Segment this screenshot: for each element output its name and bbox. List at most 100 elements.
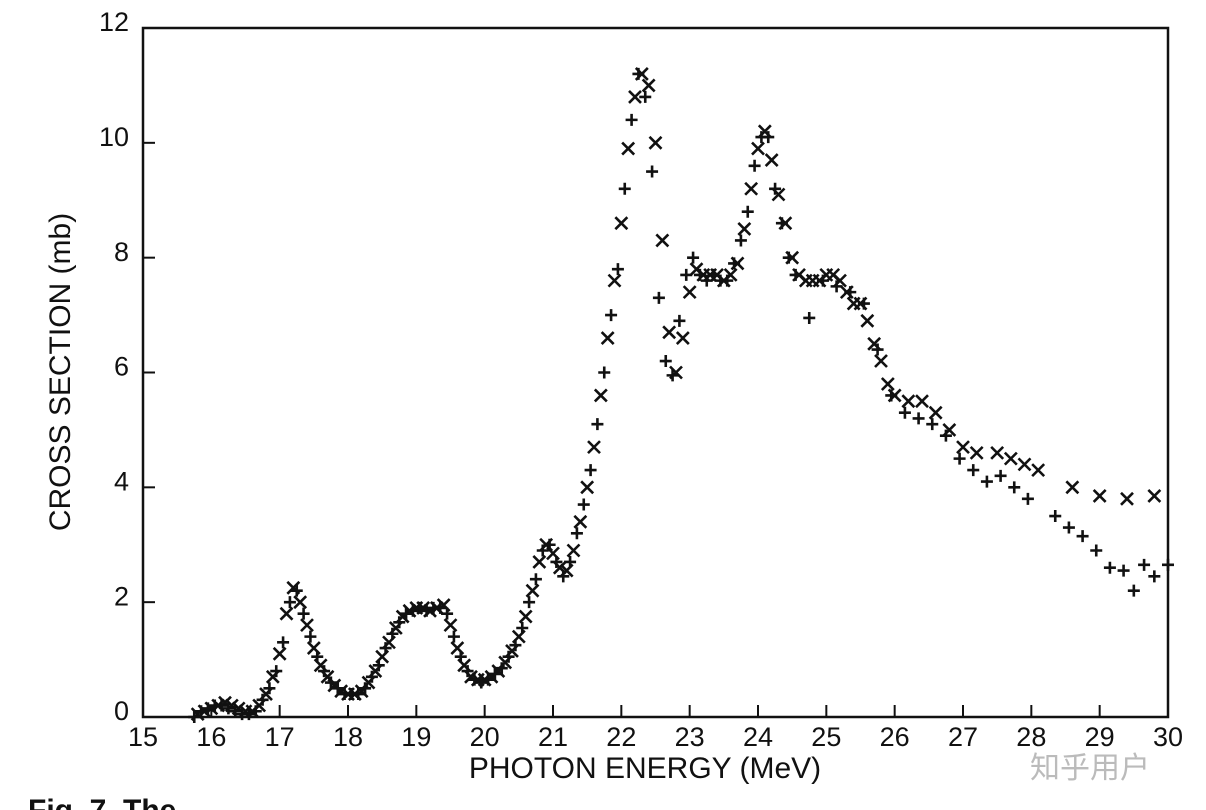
- data-point: [393, 616, 406, 629]
- x-tick-label: 24: [743, 722, 773, 752]
- data-point: [1103, 561, 1116, 574]
- data-point: [593, 388, 608, 403]
- data-point: [557, 570, 570, 583]
- data-point: [782, 251, 795, 264]
- data-point: [222, 702, 235, 715]
- data-point: [188, 711, 201, 723]
- data-point: [229, 705, 242, 718]
- data-point: [666, 369, 679, 382]
- data-point: [591, 418, 604, 431]
- x-axis-label: PHOTON ENERGY (MeV): [469, 752, 821, 785]
- data-point: [628, 89, 642, 104]
- data-point: [1148, 570, 1161, 583]
- data-point: [482, 673, 495, 686]
- data-point: [860, 313, 875, 328]
- data-point: [495, 662, 508, 675]
- data-point: [509, 639, 522, 652]
- data-point: [600, 331, 615, 345]
- x-tick-label: 25: [811, 722, 841, 752]
- data-point: [580, 480, 595, 495]
- data-point: [1090, 544, 1103, 557]
- data-point: [475, 676, 488, 689]
- data-point: [769, 182, 782, 195]
- data-point: [751, 141, 765, 156]
- data-point: [584, 464, 597, 477]
- data-point: [1117, 564, 1130, 577]
- data-point: [1031, 463, 1046, 478]
- data-point: [880, 377, 895, 391]
- data-point: [632, 67, 645, 80]
- data-point: [1065, 480, 1080, 495]
- data-point: [693, 268, 706, 281]
- data-point: [195, 705, 208, 718]
- data-point: [318, 665, 331, 678]
- y-axis-label: CROSS SECTION (mb): [44, 213, 77, 531]
- data-point: [263, 682, 276, 695]
- data-point: [379, 642, 392, 655]
- data-point: [598, 366, 611, 379]
- data-point: [359, 682, 372, 695]
- data-point: [1138, 558, 1151, 571]
- x-tick-label: 20: [470, 722, 500, 752]
- data-point: [272, 646, 287, 661]
- data-point: [775, 217, 788, 230]
- data-point: [454, 650, 467, 663]
- data-point: [441, 607, 454, 620]
- data-point: [1049, 510, 1062, 523]
- data-point: [648, 135, 663, 150]
- data-point: [611, 263, 624, 276]
- y-tick-label: 4: [114, 466, 129, 496]
- data-point: [570, 527, 583, 540]
- data-point: [587, 440, 601, 455]
- data-point: [1017, 457, 1032, 472]
- data-point: [270, 665, 283, 678]
- data-point: [550, 555, 563, 568]
- data-point: [816, 274, 829, 287]
- data-point: [242, 708, 255, 721]
- data-point: [741, 205, 754, 218]
- y-tick-label: 12: [99, 7, 129, 37]
- data-point: [1003, 451, 1018, 466]
- data-point: [641, 78, 656, 93]
- data-point: [566, 543, 581, 558]
- data-point: [990, 445, 1005, 460]
- data-point: [420, 604, 433, 617]
- data-point: [915, 394, 929, 409]
- data-point: [413, 601, 426, 614]
- data-point: [1062, 521, 1075, 534]
- data-point: [967, 464, 980, 477]
- data-point: [468, 673, 481, 686]
- data-point: [614, 216, 629, 231]
- x-tick-label: 29: [1085, 722, 1115, 752]
- data-point: [525, 583, 540, 598]
- data-point: [256, 693, 269, 706]
- data-point: [461, 665, 474, 678]
- data-point: [1092, 489, 1107, 503]
- data-point: [331, 682, 344, 695]
- data-point: [803, 311, 816, 324]
- data-point: [1076, 530, 1089, 543]
- data-point: [700, 274, 713, 287]
- x-tick-label: 26: [880, 722, 910, 752]
- data-point: [687, 251, 700, 264]
- data-point: [639, 90, 652, 103]
- data-point: [293, 595, 308, 610]
- data-point: [874, 354, 888, 368]
- data-point: [1162, 558, 1174, 571]
- data-point: [283, 596, 296, 609]
- data-point: [646, 165, 659, 178]
- data-point: [737, 222, 752, 236]
- data-point: [748, 159, 761, 172]
- data-point: [956, 440, 970, 455]
- data-point: [365, 670, 378, 683]
- y-tick-label: 10: [99, 122, 129, 152]
- y-tick-label: 2: [114, 581, 129, 611]
- data-point: [1008, 481, 1021, 494]
- data-point: [523, 596, 536, 609]
- data-point: [844, 286, 857, 299]
- plot-frame: [141, 26, 1170, 719]
- data-point: [573, 514, 588, 529]
- x-tick-label: 27: [948, 722, 978, 752]
